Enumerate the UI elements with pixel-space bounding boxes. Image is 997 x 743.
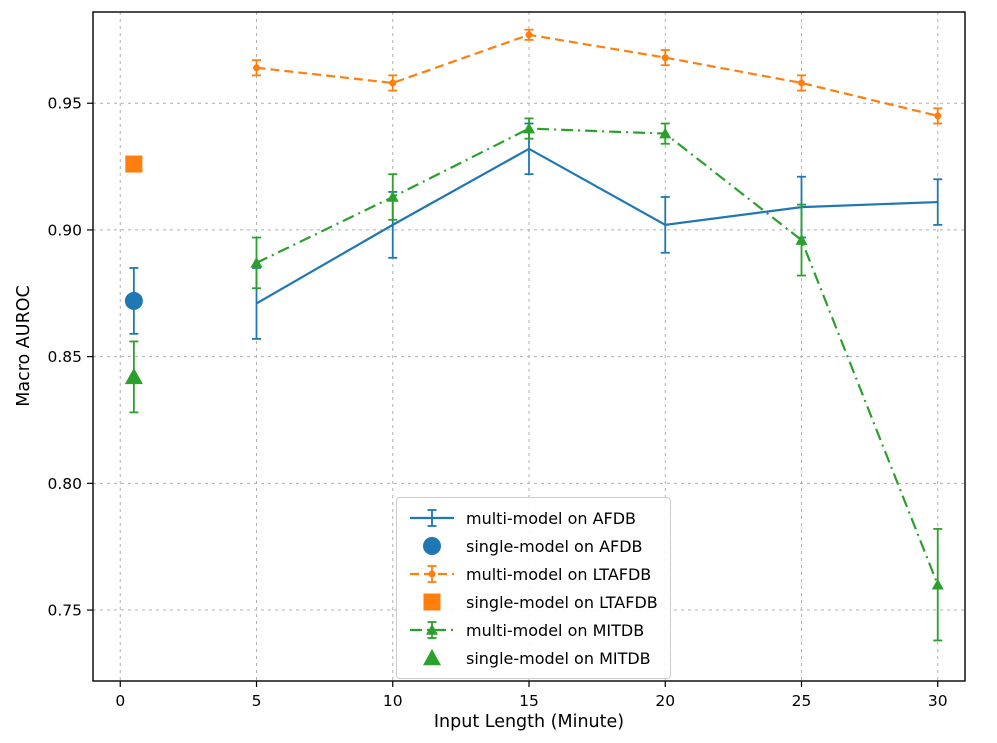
legend-item: single-model on LTAFDB [407, 588, 658, 616]
x-tick-label: 20 [655, 692, 675, 710]
legend-item-label: single-model on LTAFDB [466, 592, 658, 612]
legend: multi-model on AFDB single-model on AFDB m… [396, 497, 671, 679]
x-tick-label: 10 [383, 692, 403, 710]
legend-item-label: multi-model on LTAFDB [466, 564, 652, 584]
legend-item-label: multi-model on AFDB [466, 508, 637, 528]
legend-sample [423, 537, 441, 555]
legend-item: single-model on AFDB [407, 532, 658, 560]
legend-item: single-model on MITDB [407, 644, 658, 672]
legend-sample [410, 509, 454, 527]
y-tick-label: 0.75 [47, 602, 82, 620]
x-tick-label: 5 [252, 692, 262, 710]
legend-item-label: single-model on AFDB [466, 536, 643, 556]
series-multi-model-on-ltafdb [252, 28, 943, 125]
y-axis-label: Macro AUROC [14, 285, 34, 407]
series-single-model-on-mitdb [124, 340, 143, 414]
y-tick-label: 0.95 [47, 95, 82, 113]
legend-sample [410, 621, 454, 639]
series-single-model-on-ltafdb [125, 155, 143, 173]
x-tick-label: 0 [115, 692, 125, 710]
legend-item: multi-model on AFDB [407, 504, 658, 532]
axis-ticks: 0 5 10 15 20 25 30 0.75 0.80 0.85 0.90 0.95 [47, 95, 947, 710]
legend-sample [423, 593, 441, 611]
legend-sample [423, 649, 441, 666]
x-axis-label: Input Length (Minute) [433, 712, 625, 732]
legend-item: multi-model on LTAFDB [407, 560, 658, 588]
legend-sample [410, 565, 454, 583]
legend-item: multi-model on MITDB [407, 616, 658, 644]
legend-item-label: multi-model on MITDB [466, 620, 645, 640]
y-tick-label: 0.80 [47, 475, 82, 493]
legend-item-label: single-model on MITDB [466, 648, 651, 668]
x-tick-label: 15 [519, 692, 539, 710]
y-tick-label: 0.85 [47, 348, 82, 366]
x-tick-label: 30 [928, 692, 948, 710]
y-tick-label: 0.90 [47, 221, 82, 239]
series-multi-model-on-mitdb [250, 117, 944, 642]
x-tick-label: 25 [792, 692, 812, 710]
series-single-model-on-afdb [124, 267, 143, 335]
